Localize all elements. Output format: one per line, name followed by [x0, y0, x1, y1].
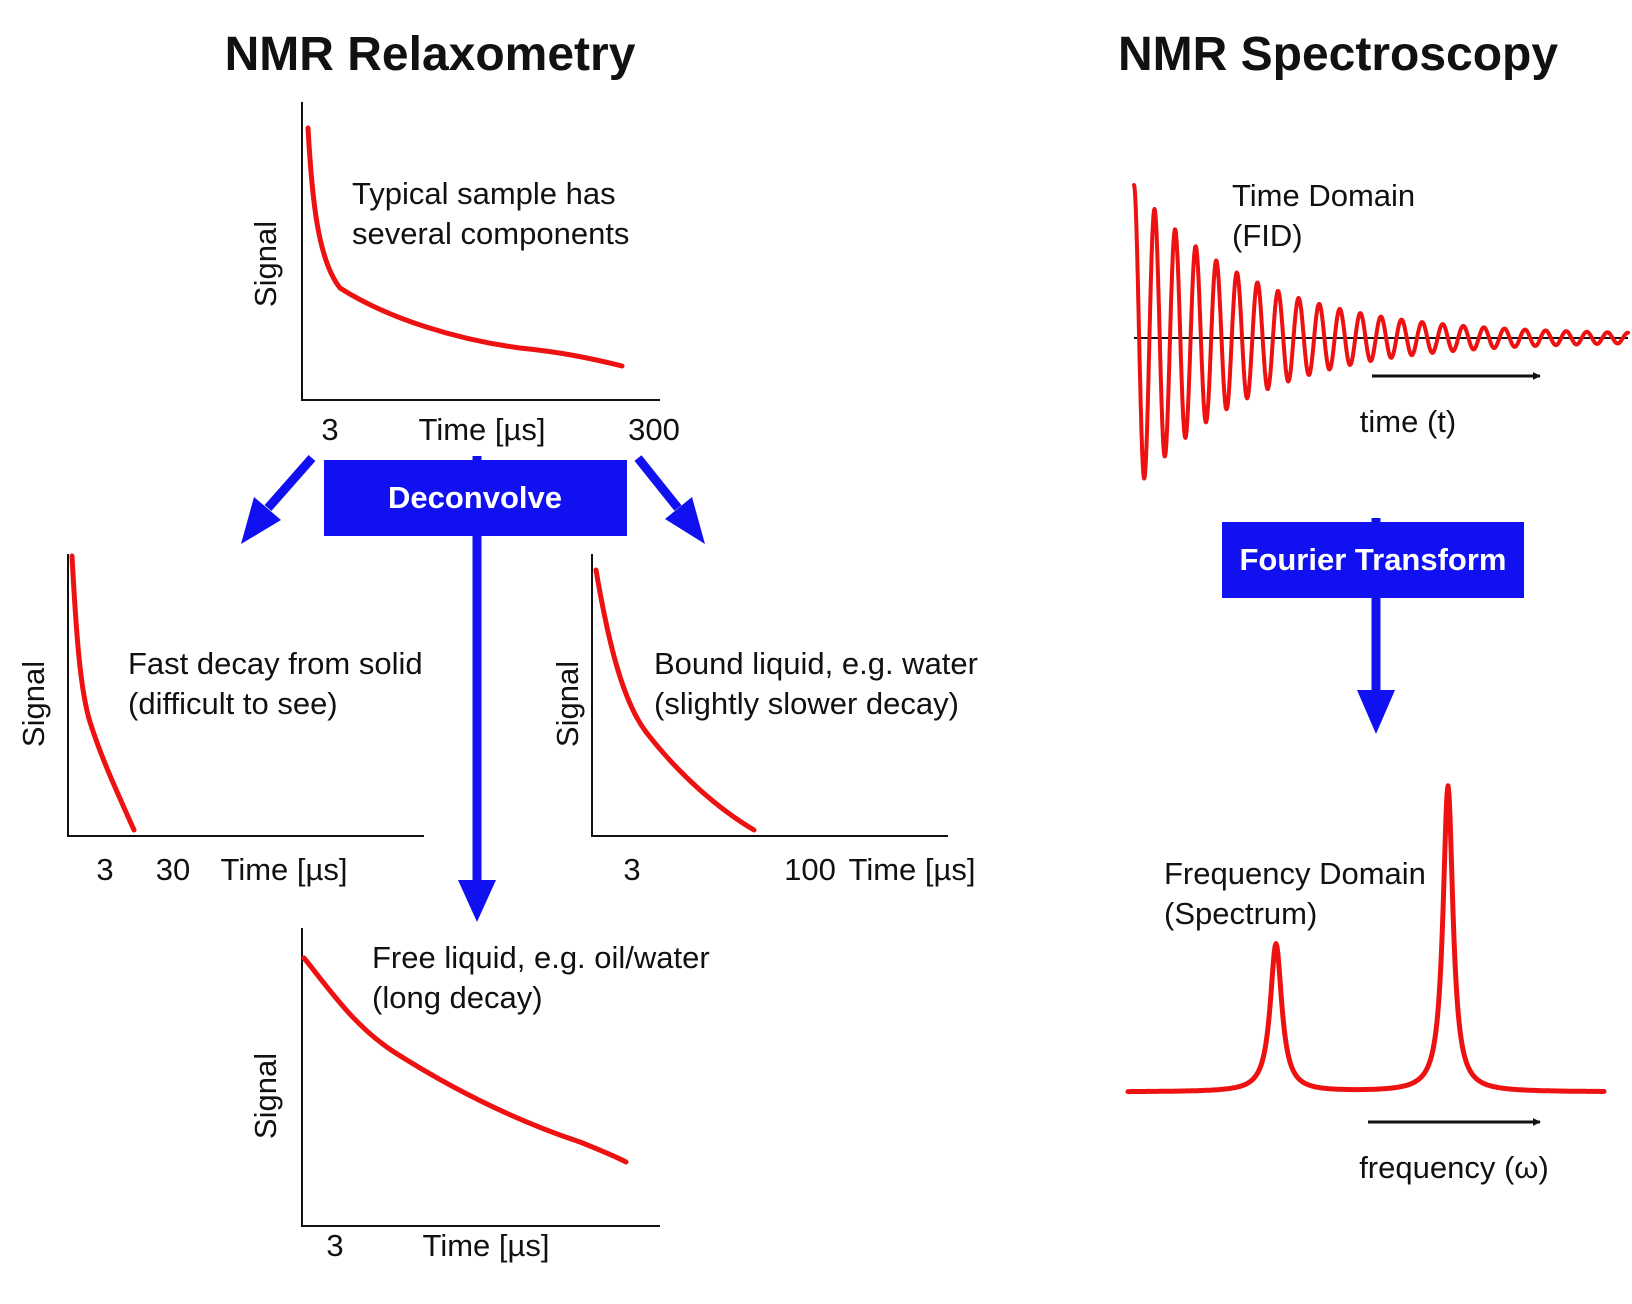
bound-plot-annotation-line2: (slightly slower decay): [654, 686, 959, 721]
free-plot-ylabel: Signal: [248, 1053, 283, 1139]
free-decay-curve: [301, 955, 629, 1165]
frequency-axis-label: frequency (ω): [1359, 1150, 1549, 1185]
main-plot-annotation-line1: Typical sample has: [352, 176, 616, 211]
bound-plot-ylabel: Signal: [550, 661, 585, 747]
frequency-domain-label-line2: (Spectrum): [1164, 896, 1317, 931]
solid-plot-annotation-line2: (difficult to see): [128, 686, 338, 721]
main-plot-xlabel: Time [µs]: [419, 412, 546, 447]
solid-plot-tick-right: 30: [156, 852, 190, 887]
solid-plot-xlabel: Time [µs]: [221, 852, 348, 887]
bound-plot-annotation-line1: Bound liquid, e.g. water: [654, 646, 978, 681]
free-decay-plot: Signal Free liquid, e.g. oil/water (long…: [248, 928, 710, 1263]
main-plot-annotation-line2: several components: [352, 216, 629, 251]
free-plot-annotation-line2: (long decay): [372, 980, 543, 1015]
bound-plot-tick-right: 100: [784, 852, 836, 887]
relaxometry-title: NMR Relaxometry: [225, 28, 636, 81]
main-plot-axes: [301, 102, 660, 401]
main-decay-plot: Signal Typical sample has several compon…: [248, 102, 680, 447]
fourier-transform-box: [1222, 522, 1524, 598]
time-domain-label-line2: (FID): [1232, 218, 1303, 253]
bound-plot-axes: [591, 554, 948, 837]
solid-plot-axes: [67, 554, 424, 837]
fourier-transform-label: Fourier Transform: [1240, 542, 1507, 577]
fourier-flow: Fourier Transform: [1222, 518, 1524, 734]
free-plot-axes: [301, 928, 660, 1227]
main-plot-tick-right: 300: [628, 412, 680, 447]
frequency-domain-label-line1: Frequency Domain: [1164, 856, 1426, 891]
deconvolve-flow: Deconvolve: [241, 455, 705, 922]
main-plot-ylabel: Signal: [248, 221, 283, 307]
main-plot-tick-left: 3: [321, 412, 338, 447]
solid-plot-ylabel: Signal: [16, 661, 51, 747]
spectrum-curve: [1125, 783, 1607, 1095]
arrow-to-solid-shaft: [264, 455, 316, 511]
deconvolve-box: [324, 460, 627, 536]
arrow-to-bound-shaft: [634, 455, 682, 511]
fid-curve: [1132, 183, 1630, 481]
arrow-to-free-head: [458, 880, 496, 922]
solid-plot-tick-left: 3: [96, 852, 113, 887]
bound-decay-curve: [593, 567, 757, 833]
free-plot-tick-left: 3: [326, 1228, 343, 1263]
fid-plot: Time Domain (FID) time (t): [1132, 178, 1630, 481]
solid-decay-curve: [69, 553, 137, 833]
bound-plot-xlabel: Time [µs]: [849, 852, 976, 887]
time-domain-label-line1: Time Domain: [1232, 178, 1415, 213]
spectroscopy-title: NMR Spectroscopy: [1118, 28, 1558, 81]
arrow-to-solid-head: [241, 497, 281, 544]
fourier-arrow-head: [1357, 690, 1395, 734]
solid-plot-annotation-line1: Fast decay from solid: [128, 646, 423, 681]
solid-decay-plot: Signal Fast decay from solid (difficult …: [16, 553, 424, 887]
spectrum-plot: Frequency Domain (Spectrum) frequency (ω…: [1125, 783, 1607, 1185]
bound-plot-tick-left: 3: [623, 852, 640, 887]
free-plot-annotation-line1: Free liquid, e.g. oil/water: [372, 940, 710, 975]
main-decay-curve: [305, 125, 625, 369]
time-axis-label: time (t): [1360, 404, 1456, 439]
arrow-to-bound-head: [665, 497, 705, 544]
bound-decay-plot: Signal Bound liquid, e.g. water (slightl…: [550, 554, 978, 887]
deconvolve-label: Deconvolve: [388, 480, 562, 515]
free-plot-xlabel: Time [µs]: [423, 1228, 550, 1263]
